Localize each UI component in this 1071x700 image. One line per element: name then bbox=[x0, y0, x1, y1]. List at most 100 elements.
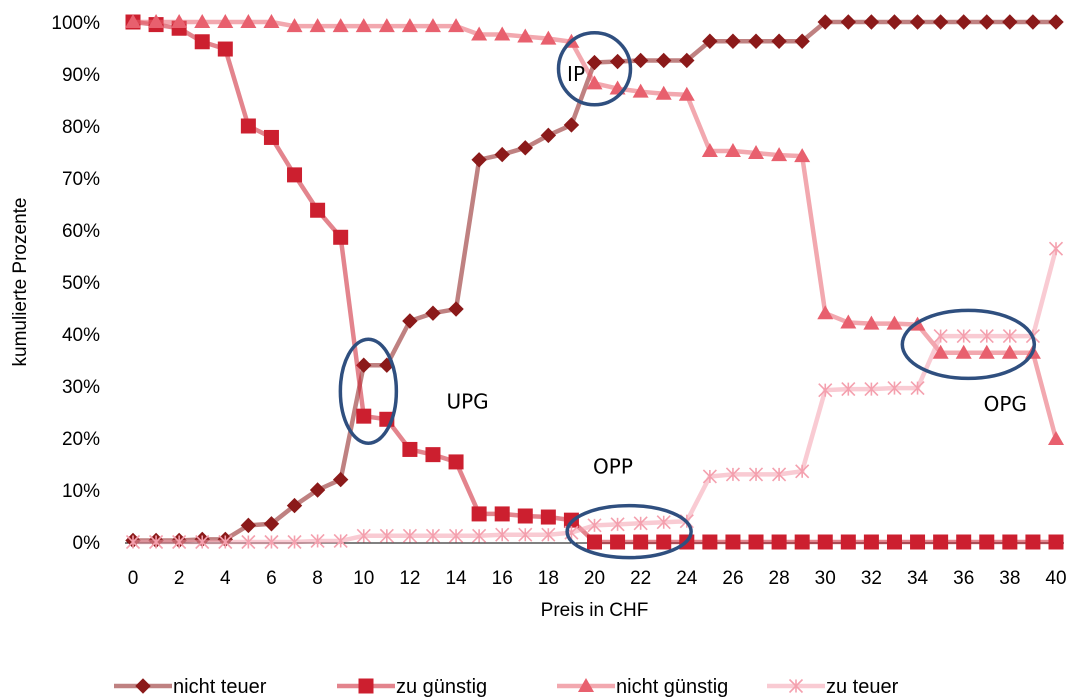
data-point-zu-teuer bbox=[448, 528, 464, 543]
series-zu-guenstig bbox=[125, 14, 1064, 550]
data-point-nicht-guenstig bbox=[840, 314, 857, 329]
legend-item-zu-guenstig: zu günstig bbox=[337, 676, 487, 698]
data-point-nicht-guenstig bbox=[932, 344, 949, 359]
data-point-nicht-teuer bbox=[656, 52, 672, 69]
data-point-nicht-teuer bbox=[263, 516, 280, 532]
y-tick-label: 10% bbox=[62, 481, 100, 502]
y-axis-ticks: 0% 10% 20% 30% 40% 50% 60% 70% 80% 90% 100% bbox=[51, 13, 100, 554]
highlight-circle bbox=[338, 337, 399, 445]
data-point-zu-guenstig bbox=[517, 508, 533, 524]
data-point-zu-guenstig bbox=[333, 229, 349, 245]
legend-item-zu-teuer: zu teuer bbox=[767, 676, 899, 698]
data-point-nicht-teuer bbox=[240, 517, 257, 534]
data-point-nicht-guenstig bbox=[517, 28, 534, 43]
data-point-zu-guenstig bbox=[886, 534, 902, 550]
data-point-zu-guenstig bbox=[1002, 534, 1018, 550]
series-zu-teuer bbox=[125, 241, 1064, 550]
legend-label: zu günstig bbox=[396, 676, 487, 698]
data-point-nicht-guenstig bbox=[955, 344, 972, 359]
data-point-nicht-guenstig bbox=[771, 147, 788, 162]
legend-label: zu teuer bbox=[826, 676, 899, 698]
y-tick-label: 70% bbox=[62, 169, 100, 190]
data-point-zu-guenstig bbox=[540, 509, 556, 525]
data-point-zu-guenstig bbox=[356, 408, 372, 424]
x-tick-label: 26 bbox=[722, 568, 743, 589]
data-point-nicht-teuer bbox=[540, 127, 557, 144]
data-point-zu-guenstig bbox=[933, 534, 949, 550]
data-point-zu-teuer bbox=[864, 382, 879, 397]
data-point-zu-teuer bbox=[218, 534, 233, 550]
x-tick-label: 16 bbox=[492, 568, 513, 589]
y-tick-label: 90% bbox=[62, 65, 100, 86]
y-tick-label: 60% bbox=[62, 221, 100, 242]
annotation-opp: OPP bbox=[593, 455, 633, 479]
data-point-zu-teuer bbox=[633, 516, 648, 531]
data-point-nicht-guenstig bbox=[863, 315, 880, 330]
data-point-nicht-guenstig bbox=[171, 14, 188, 28]
data-point-nicht-guenstig bbox=[332, 18, 349, 33]
data-point-zu-teuer bbox=[841, 382, 856, 397]
x-tick-label: 4 bbox=[220, 568, 231, 589]
highlight-circle bbox=[556, 31, 633, 107]
data-point-nicht-guenstig bbox=[724, 142, 741, 157]
data-point-zu-teuer bbox=[402, 528, 417, 543]
legend-marker bbox=[135, 678, 151, 694]
legend-item-nicht-guenstig: nicht günstig bbox=[557, 676, 728, 698]
legend: nicht teuer zu günstig nicht günstig zu teu… bbox=[114, 676, 899, 698]
data-point-zu-guenstig bbox=[794, 534, 810, 550]
data-point-zu-teuer bbox=[172, 534, 187, 550]
data-point-nicht-guenstig bbox=[263, 14, 280, 28]
data-point-nicht-teuer bbox=[863, 14, 880, 30]
data-point-nicht-teuer bbox=[563, 117, 580, 133]
annotation-layer: IP UPG OPP OPG bbox=[446, 62, 1026, 479]
data-point-nicht-guenstig bbox=[148, 14, 165, 28]
data-point-zu-guenstig bbox=[402, 441, 418, 457]
data-point-nicht-teuer bbox=[332, 471, 349, 488]
data-point-nicht-guenstig bbox=[378, 18, 395, 33]
data-point-zu-teuer bbox=[979, 329, 994, 344]
legend-marker bbox=[578, 678, 594, 692]
data-point-nicht-guenstig bbox=[286, 18, 303, 33]
data-point-zu-teuer bbox=[795, 464, 810, 479]
data-point-zu-teuer bbox=[541, 527, 556, 542]
data-point-nicht-teuer bbox=[471, 152, 487, 168]
data-point-nicht-guenstig bbox=[540, 30, 557, 45]
data-point-zu-guenstig bbox=[263, 129, 279, 145]
data-point-zu-guenstig bbox=[633, 534, 649, 550]
annotation-opg: OPG bbox=[984, 392, 1027, 416]
data-point-nicht-teuer bbox=[794, 33, 810, 49]
data-point-zu-teuer bbox=[1048, 241, 1064, 256]
y-tick-label: 50% bbox=[62, 273, 100, 294]
data-point-nicht-teuer bbox=[955, 14, 972, 30]
data-point-nicht-guenstig bbox=[194, 14, 211, 28]
data-point-zu-guenstig bbox=[425, 447, 441, 463]
data-point-nicht-teuer bbox=[494, 146, 510, 163]
data-point-nicht-guenstig bbox=[424, 18, 441, 33]
x-tick-label: 0 bbox=[128, 568, 139, 589]
data-point-nicht-teuer bbox=[632, 52, 649, 69]
data-point-nicht-teuer bbox=[402, 313, 418, 329]
data-point-zu-guenstig bbox=[656, 534, 672, 550]
data-point-nicht-guenstig bbox=[886, 315, 903, 330]
x-tick-label: 38 bbox=[999, 568, 1020, 589]
data-point-nicht-guenstig bbox=[240, 14, 257, 28]
data-point-zu-teuer bbox=[495, 527, 510, 542]
data-point-nicht-teuer bbox=[286, 497, 303, 514]
data-point-nicht-guenstig bbox=[586, 75, 603, 90]
data-point-nicht-guenstig bbox=[309, 18, 326, 33]
data-point-nicht-teuer bbox=[1002, 14, 1018, 30]
x-tick-label: 18 bbox=[538, 568, 559, 589]
x-tick-label: 6 bbox=[266, 568, 277, 589]
legend-label: nicht teuer bbox=[173, 676, 267, 698]
data-point-zu-teuer bbox=[379, 528, 394, 543]
data-point-nicht-teuer bbox=[702, 33, 718, 49]
data-point-zu-teuer bbox=[310, 533, 325, 549]
data-point-zu-teuer bbox=[195, 534, 210, 550]
data-point-zu-teuer bbox=[472, 528, 487, 543]
data-point-zu-guenstig bbox=[771, 534, 787, 550]
annotation-ip: IP bbox=[567, 62, 585, 86]
x-tick-label: 30 bbox=[815, 568, 836, 589]
data-point-zu-guenstig bbox=[610, 534, 626, 550]
data-point-nicht-teuer bbox=[425, 305, 441, 321]
data-point-nicht-guenstig bbox=[448, 18, 465, 33]
